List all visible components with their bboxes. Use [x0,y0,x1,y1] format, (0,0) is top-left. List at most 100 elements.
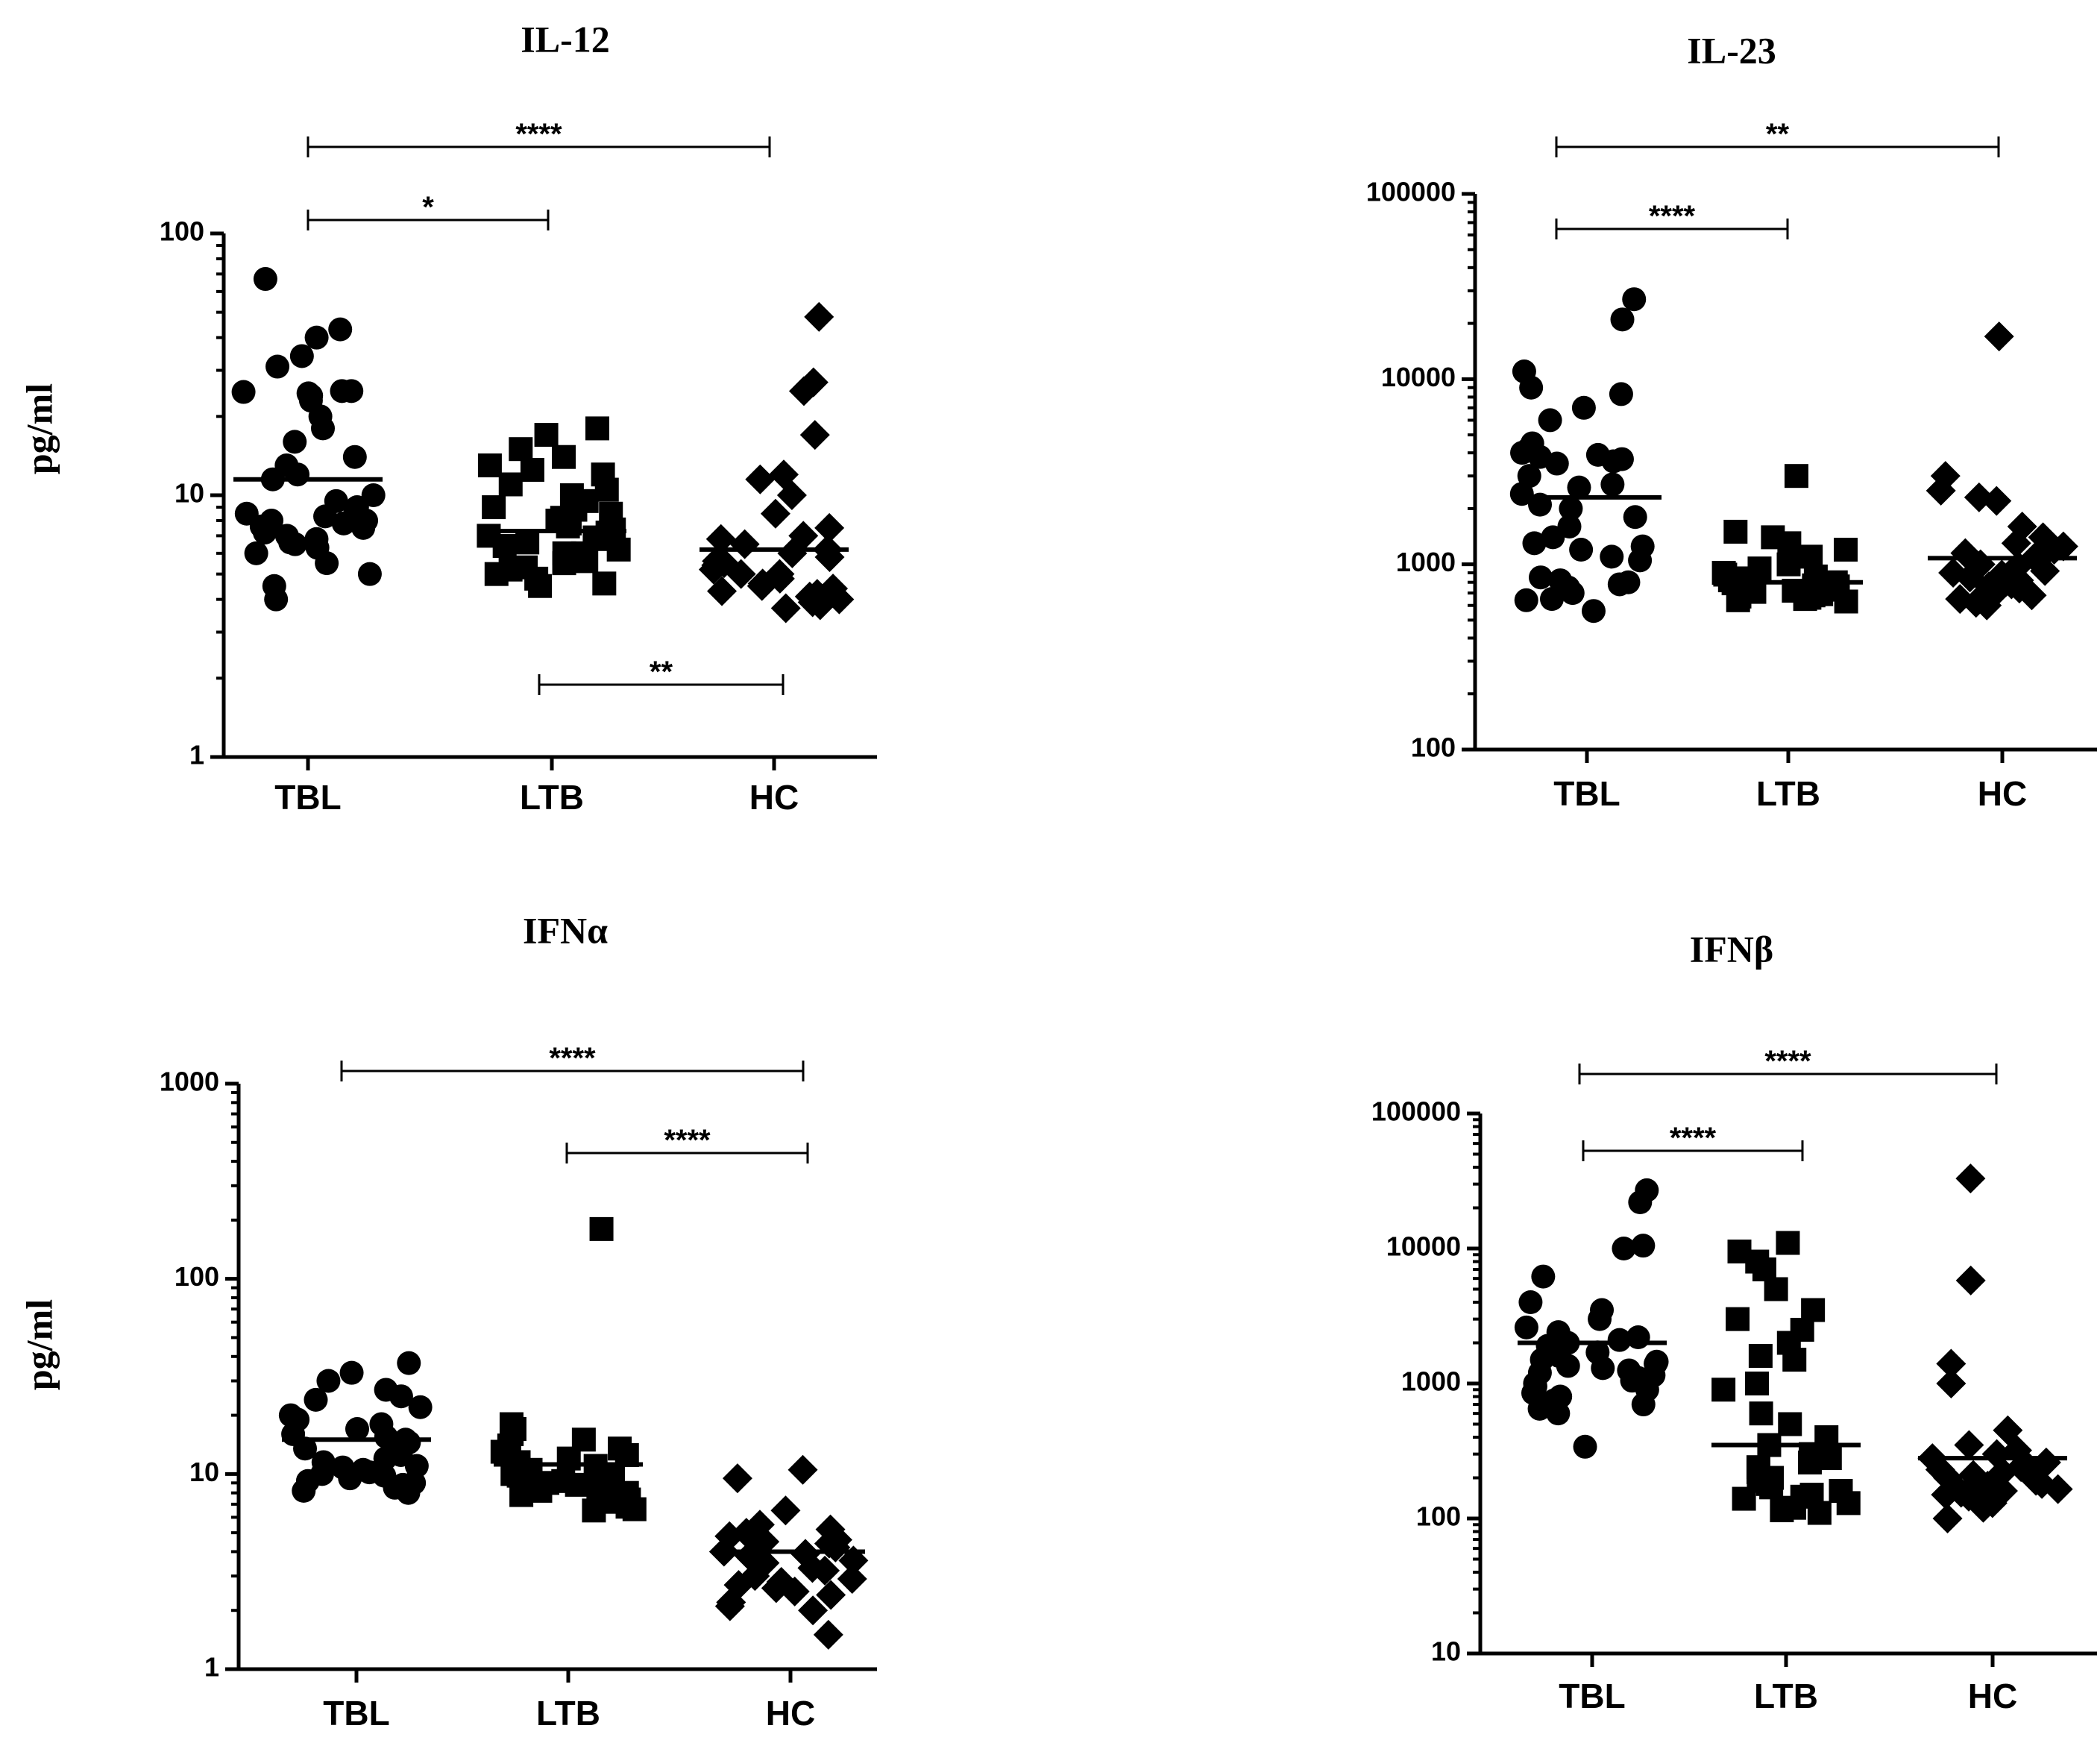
data-point [1541,525,1565,550]
data-point [1631,1392,1656,1417]
data-point [2001,528,2031,559]
data-point [515,530,540,555]
data-point [1600,472,1625,497]
y-tick-label: 100 [160,216,204,247]
data-point [1807,1501,1832,1525]
data-point [253,267,277,292]
series-hc [1917,1163,2073,1533]
significance-bracket: **** [1555,200,1789,239]
data-point [779,1576,810,1606]
data-point [484,562,509,586]
data-point [1834,538,1858,562]
data-point [565,1472,589,1497]
data-point [1776,552,1801,577]
data-point [293,1436,318,1461]
data-point [389,1384,413,1409]
data-point [1784,464,1808,489]
series-ltb [1711,1231,1861,1525]
data-point [1936,1348,1967,1379]
data-point [788,1454,818,1485]
data-point [722,1463,752,1494]
data-point [622,1497,647,1521]
data-point [1559,496,1583,521]
data-point [705,524,736,554]
data-point [1972,590,2002,621]
data-point [1609,382,1633,406]
x-tick-label-hc: HC [1968,1677,2017,1715]
data-point [265,354,290,379]
data-point [746,571,777,601]
data-point [761,1573,791,1604]
data-point [1581,599,1606,624]
data-point [1925,475,1956,506]
data-point [556,514,580,538]
data-point [1527,1396,1552,1421]
data-point [1984,321,2014,352]
data-point [477,453,502,478]
data-point [837,1564,867,1595]
data-point [1522,531,1547,556]
panel-4: IFNβ 10 100 1000 10000 100000 TBL LTB HC **** **** [1371,928,2097,1715]
data-point [1744,1372,1769,1395]
data-point [1560,581,1585,606]
data-point [1954,1430,1984,1460]
y-tick-label: 1000 [160,1067,219,1097]
series-ltb [490,1216,647,1523]
significance-bracket: **** [1582,1122,1804,1161]
data-point [316,1369,341,1393]
data-point [509,437,533,462]
significance-label: **** [1764,1045,1811,1078]
data-point [408,1395,433,1419]
data-point [726,559,756,589]
data-point [1612,1237,1636,1260]
data-point [1514,588,1538,612]
data-point [1981,486,2012,516]
y-tick-label: 100000 [1366,177,1456,207]
data-point [1955,1265,1986,1295]
data-point [1509,482,1534,506]
x-tick-label-hc: HC [749,778,799,817]
y-tick-label: 10000 [1386,1231,1461,1262]
data-point [1591,1356,1615,1381]
data-point [1518,1290,1543,1315]
data-point [286,462,310,487]
x-tick-label-ltb: LTB [1756,774,1820,813]
series-ltb [477,416,631,598]
data-point [315,551,339,576]
series-ltb [1711,464,1863,614]
y-tick-label: 10 [175,478,204,509]
significance-bracket: **** [340,1042,805,1081]
data-point [1770,1498,1794,1523]
significance-label: **** [664,1124,711,1157]
data-point [788,376,819,406]
data-point [351,515,376,540]
x-tick-label-tbl: TBL [1553,774,1620,813]
data-point [1607,1328,1632,1352]
data-point [231,380,256,404]
data-point [482,495,506,520]
data-point [283,532,307,556]
y-axis-label: pg/ml [18,1299,60,1390]
data-point [520,457,544,482]
chart-title: IFNα [523,909,608,951]
data-point [776,480,807,510]
data-point [552,445,576,469]
x-tick-label-ltb: LTB [520,778,584,817]
data-point [1539,587,1564,612]
data-point [556,1446,581,1471]
data-point [1607,572,1632,597]
data-point [1601,449,1626,474]
y-tick-label: 1000 [1396,547,1456,577]
data-point [1567,475,1591,500]
data-point [1778,1412,1802,1436]
y-tick-label: 1 [189,740,204,770]
y-tick-label: 100 [1411,732,1456,763]
data-point [1571,395,1596,420]
data-point [1782,1348,1807,1372]
series-hc [708,1454,869,1650]
data-point [311,416,336,441]
data-point [1623,505,1647,530]
data-point [361,483,386,507]
data-point [304,325,329,350]
data-point [606,537,631,562]
